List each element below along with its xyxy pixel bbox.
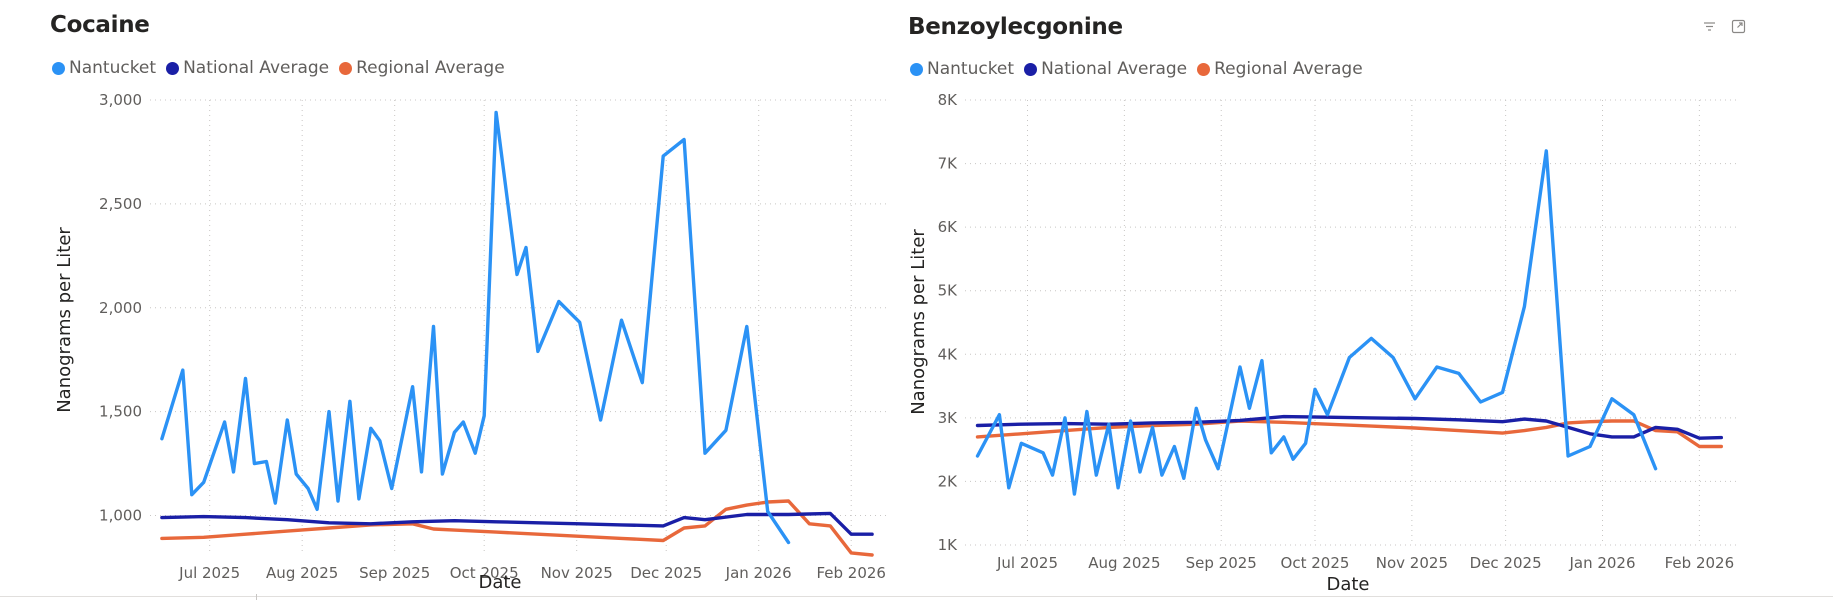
series-line-national-average[interactable]	[160, 511, 874, 536]
x-tick-label: Sep 2025	[1186, 554, 1257, 572]
series-line-regional-average[interactable]	[975, 419, 1723, 449]
legend-marker-nantucket	[52, 61, 65, 75]
y-tick-label: 6K	[938, 218, 959, 236]
chart-legend: Nantucket National Average Regional Aver…	[910, 59, 1363, 79]
y-tick-label: 7K	[938, 155, 959, 173]
y-tick-label: 4K	[938, 345, 959, 363]
legend-label: National Average	[1041, 59, 1188, 79]
legend-marker-regional-average	[339, 61, 353, 75]
legend-item-nantucket[interactable]: Nantucket	[52, 58, 156, 78]
legend-item-regional-average[interactable]: Regional Average	[339, 58, 505, 78]
legend-item-regional-average[interactable]: Regional Average	[1197, 59, 1363, 79]
series-line-nantucket[interactable]	[160, 110, 791, 545]
x-tick-label: Dec 2025	[630, 564, 702, 582]
focus-mode-icon[interactable]	[1730, 18, 1747, 35]
y-axis-title: Nanograms per Liter	[54, 227, 75, 413]
y-tick-label: 5K	[938, 282, 959, 300]
x-tick-label: Nov 2025	[1376, 554, 1448, 572]
y-tick-label: 1,500	[99, 403, 142, 421]
x-tick-label: Feb 2026	[816, 564, 886, 582]
x-tick-label: Jul 2025	[178, 564, 240, 582]
cocaine-chart-panel: Cocaine Nantucket National Average Regio…	[0, 0, 900, 600]
legend-label: National Average	[183, 58, 330, 78]
x-tick-label: Oct 2025	[1281, 554, 1350, 572]
legend-marker-regional-average	[1197, 62, 1211, 76]
page-divider-tick	[256, 594, 257, 600]
legend-item-national-average[interactable]: National Average	[166, 58, 329, 78]
benzoylecgonine-chart-panel: Benzoylecgonine Nantucket National Avera…	[900, 0, 1833, 600]
page-divider	[0, 596, 1833, 597]
x-tick-label: Nov 2025	[541, 564, 613, 582]
legend-item-nantucket[interactable]: Nantucket	[910, 59, 1014, 79]
legend-label: Regional Average	[1214, 59, 1363, 79]
series-line-nantucket[interactable]	[975, 149, 1658, 496]
legend-marker-nantucket	[910, 62, 923, 76]
x-tick-label: Aug 2025	[1088, 554, 1160, 572]
x-tick-label: Jul 2025	[996, 554, 1058, 572]
x-tick-label: Dec 2025	[1470, 554, 1542, 572]
x-tick-label: Jan 2026	[1568, 554, 1635, 572]
x-tick-label: Feb 2026	[1665, 554, 1735, 572]
x-tick-label: Oct 2025	[450, 564, 519, 582]
y-tick-label: 1K	[938, 536, 959, 554]
x-axis-title: Date	[478, 572, 521, 593]
visual-header-toolbar	[1701, 18, 1747, 35]
x-tick-label: Aug 2025	[266, 564, 338, 582]
y-tick-label: 3K	[938, 409, 959, 427]
chart-title: Cocaine	[50, 12, 150, 38]
chart-title: Benzoylecgonine	[908, 14, 1123, 40]
cocaine-line-chart[interactable]: 1,000 1,500 2,000 2,500 3,000 Jul 2025 Aug 202…	[0, 0, 900, 600]
filter-icon[interactable]	[1701, 18, 1718, 35]
legend-item-national-average[interactable]: National Average	[1024, 59, 1187, 79]
y-axis-title: Nanograms per Liter	[908, 229, 929, 415]
y-tick-label: 2K	[938, 472, 959, 490]
x-axis-title: Date	[1326, 574, 1369, 595]
x-tick-label: Jan 2026	[725, 564, 792, 582]
benzoylecgonine-line-chart[interactable]: 1K 2K 3K 4K 5K 6K 7K 8K Jul 2025 Aug 2025 Sep 2025…	[900, 0, 1833, 600]
legend-marker-national-average	[1024, 62, 1038, 76]
legend-label: Regional Average	[356, 58, 505, 78]
x-tick-label: Sep 2025	[359, 564, 430, 582]
legend-label: Nantucket	[927, 59, 1015, 79]
y-tick-label: 2,000	[99, 299, 142, 317]
y-tick-label: 8K	[938, 91, 959, 109]
y-tick-label: 2,500	[99, 195, 142, 213]
legend-marker-national-average	[166, 61, 180, 75]
y-tick-label: 3,000	[99, 91, 142, 109]
legend-label: Nantucket	[69, 58, 157, 78]
series-line-regional-average[interactable]	[160, 499, 874, 557]
chart-legend: Nantucket National Average Regional Aver…	[52, 58, 505, 78]
y-tick-label: 1,000	[99, 507, 142, 525]
